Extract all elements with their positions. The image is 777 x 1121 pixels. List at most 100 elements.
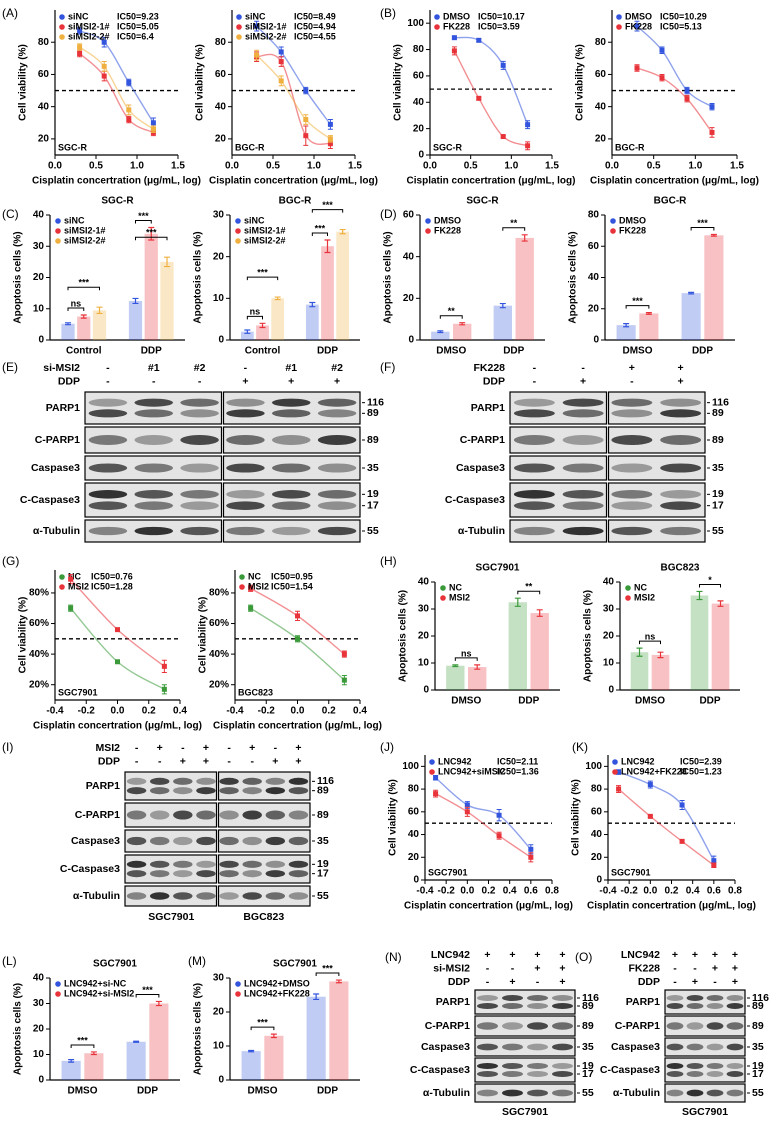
- significance-bracket: [250, 1026, 275, 1031]
- point: [303, 117, 309, 123]
- bar: [515, 237, 534, 340]
- blot-band: [88, 409, 128, 418]
- blot-band: [288, 810, 309, 820]
- x-tick-label: -0.2: [438, 886, 456, 897]
- x-tick-label: 0.4: [353, 706, 367, 717]
- fit-curve: [618, 771, 715, 862]
- blot-band: [502, 1089, 523, 1097]
- fit-curve: [256, 54, 331, 140]
- error-bar: [155, 1000, 162, 1007]
- kda-label: 35: [712, 462, 724, 474]
- error-bar: [313, 993, 320, 1001]
- x-tick-label: 0.0: [605, 161, 619, 172]
- panel-label: (J): [380, 740, 394, 754]
- y-tick-label: 0: [596, 875, 602, 886]
- blot-row: [664, 1083, 746, 1103]
- x-tick-label: DDP: [692, 346, 713, 357]
- point: [303, 88, 309, 94]
- y-axis-label: Cell viability (%): [18, 597, 29, 674]
- y-tick-label: 40%: [209, 649, 229, 660]
- blot-row: [474, 989, 576, 1015]
- blot-band: [513, 398, 555, 407]
- blot-band: [126, 777, 147, 785]
- blot-band: [660, 435, 702, 445]
- significance-bracket: [439, 315, 463, 319]
- kda-label: 116: [582, 992, 599, 1004]
- lane-label: -: [533, 375, 537, 387]
- y-tick-label: 80: [591, 784, 603, 795]
- point: [77, 44, 83, 50]
- blot-band: [226, 490, 265, 499]
- legend-label: NC: [634, 582, 647, 592]
- error-bar: [133, 1040, 140, 1043]
- lane-label: -: [673, 976, 677, 988]
- blot-band: [219, 810, 239, 820]
- x-tick-label: 0.2: [142, 706, 156, 717]
- y-tick-label: 40: [595, 101, 607, 112]
- legend-ic50: IC50=3.59: [478, 21, 520, 31]
- protein-name: Caspase3: [456, 462, 505, 474]
- legend-marker: [235, 991, 241, 997]
- kda-label: 89: [752, 1000, 764, 1012]
- blot-band: [196, 870, 216, 878]
- blot-band: [502, 1002, 523, 1010]
- blot-band: [219, 836, 239, 846]
- blot-band: [88, 398, 128, 407]
- blot-band: [317, 501, 357, 510]
- blot-band: [706, 1070, 724, 1078]
- lane-label: -: [106, 375, 110, 387]
- x-tick-label: DMSO: [248, 1086, 278, 1097]
- legend-marker: [610, 228, 616, 234]
- blot-band: [173, 860, 193, 868]
- significance-label: ns: [645, 632, 656, 642]
- protein-name: Caspase3: [611, 1041, 660, 1053]
- y-tick-label: 20: [408, 852, 420, 863]
- x-tick-label: 1.5: [545, 161, 559, 172]
- point: [150, 120, 156, 126]
- point: [634, 65, 640, 71]
- fit-curve: [79, 52, 154, 134]
- y-tick-label: 40: [408, 829, 420, 840]
- y-tick-label: 20: [595, 134, 607, 145]
- blot-row: [124, 854, 218, 884]
- kda-label: 116: [712, 396, 729, 408]
- blot-band: [726, 1022, 744, 1030]
- kda-label: 19: [582, 1060, 594, 1072]
- bar: [271, 298, 285, 340]
- blot-band: [126, 892, 147, 900]
- blot-band: [88, 490, 128, 499]
- y-tick-label: 40: [418, 577, 430, 588]
- error-bar: [148, 226, 155, 241]
- cell-line-label: SGC-R: [433, 142, 463, 152]
- blot-band: [513, 409, 555, 418]
- lane-label: +: [678, 375, 684, 387]
- blot-row: [607, 519, 706, 543]
- legend-label: siMSI2-2#: [68, 31, 110, 41]
- blot-band: [686, 994, 704, 1002]
- blot-row: [124, 885, 218, 907]
- blot-band: [126, 810, 147, 820]
- kda-label: 89: [317, 809, 329, 821]
- blot-band: [686, 1022, 704, 1030]
- protein-name: C-PARP1: [35, 434, 80, 446]
- blot-row: [217, 802, 311, 828]
- error-bar: [96, 306, 103, 315]
- legend-marker: [55, 218, 61, 224]
- error-bar: [636, 647, 643, 657]
- cell-line-label: SGC7901: [148, 911, 194, 923]
- error-bar: [270, 1033, 277, 1039]
- fit-curve: [435, 793, 532, 858]
- legend-ic50: IC50=0.76: [91, 571, 133, 581]
- point: [451, 48, 457, 54]
- blot-band: [660, 463, 702, 473]
- x-tick-label: DMSO: [68, 1086, 98, 1097]
- panel-label: (K): [572, 740, 588, 754]
- blot-band: [552, 994, 573, 1002]
- kda-label: 55: [752, 1087, 764, 1099]
- y-tick-label: 30: [213, 210, 225, 221]
- blot-band: [226, 463, 265, 473]
- y-tick-label: 60: [413, 71, 425, 82]
- panel-label: (C): [2, 207, 19, 221]
- lane-label: +: [534, 949, 540, 961]
